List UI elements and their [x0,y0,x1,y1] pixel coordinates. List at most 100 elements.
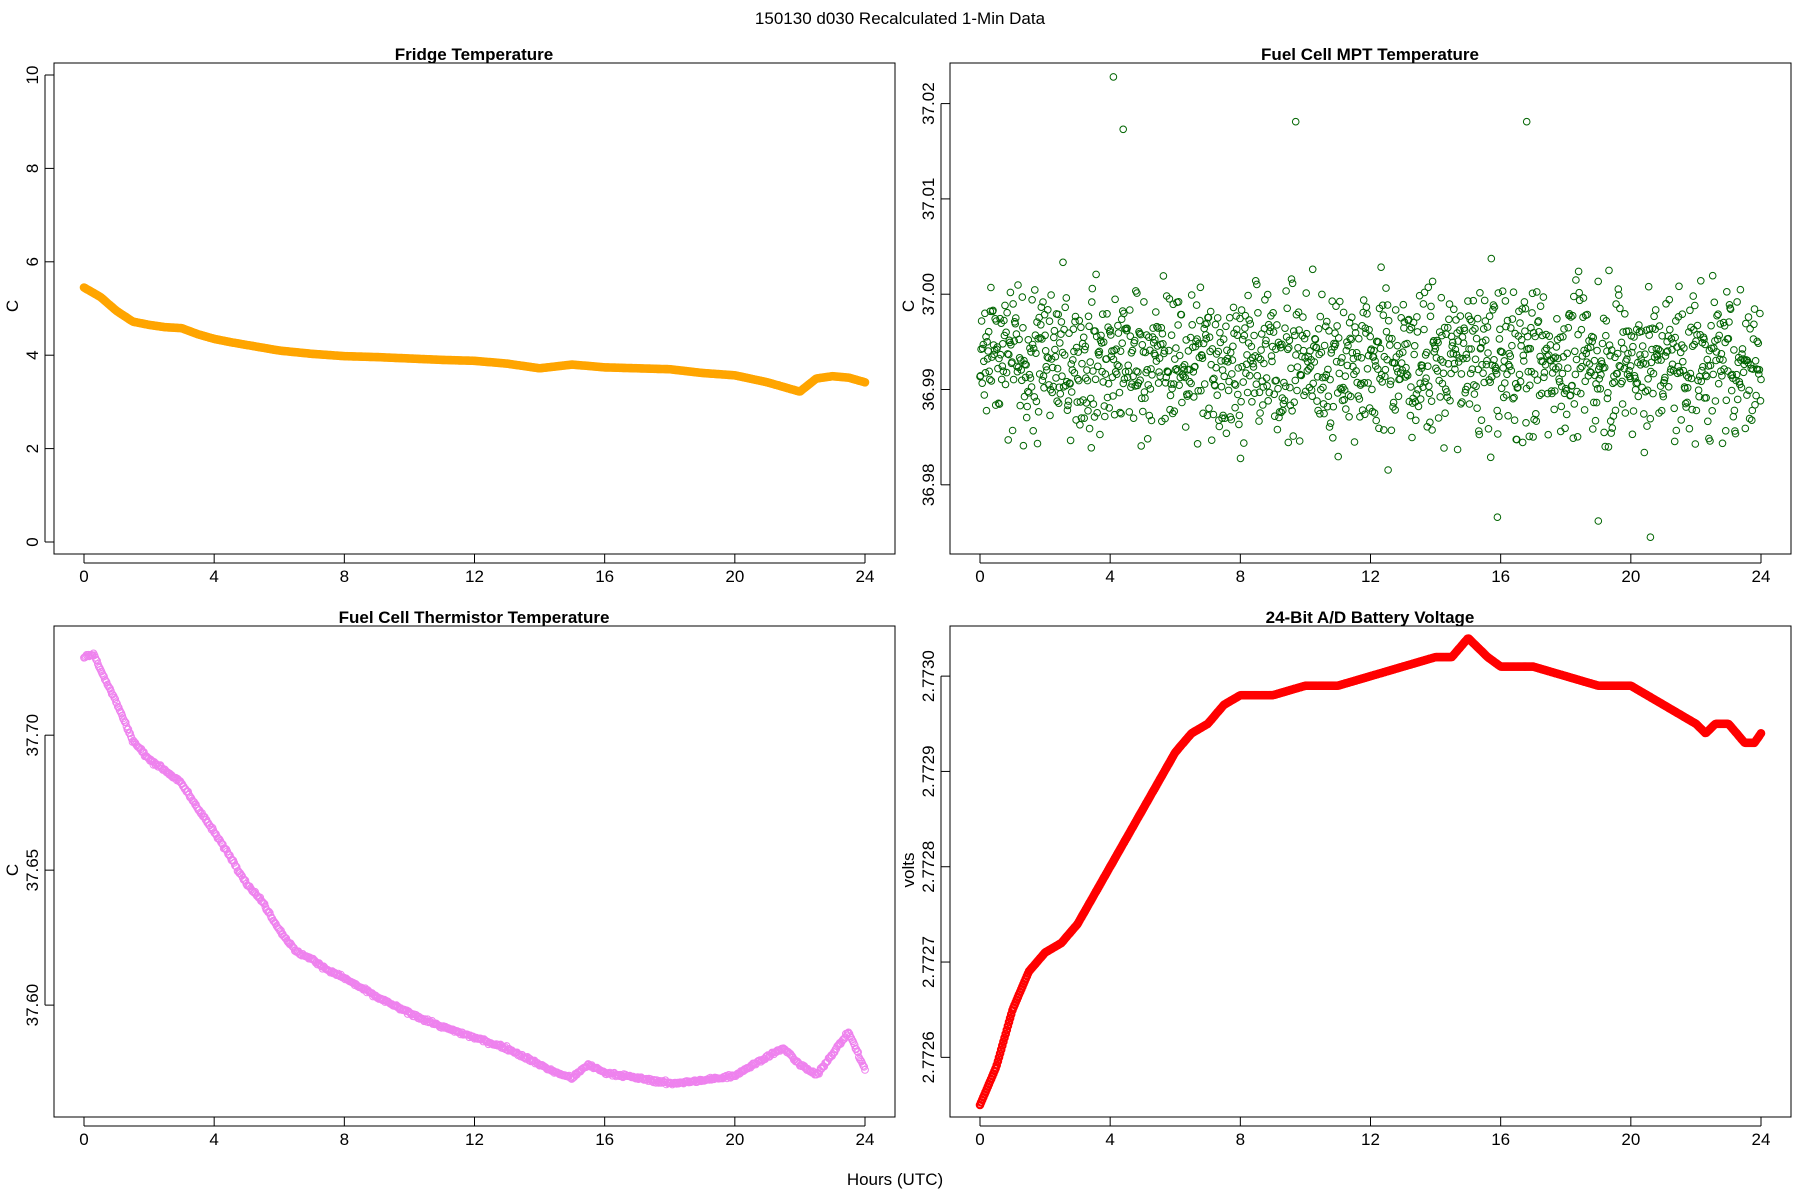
data-point [1573,387,1581,396]
data-point [1075,376,1083,385]
data-point [1185,377,1194,386]
data-point [1515,370,1524,379]
panel-fuel-cell-mpt-temperature: Fuel Cell MPT Temperature C 0 4 8 12 16 20 24 3… [899,45,1792,586]
data-point [1201,320,1209,329]
x-tick-label: 8 [1236,1130,1245,1149]
data-point [1444,360,1453,368]
data-point [1730,346,1738,354]
data-point [983,338,991,346]
data-point [1111,295,1119,304]
data-point [1638,342,1647,350]
data-point [1143,435,1152,443]
data-point [1161,414,1169,423]
data-point [1725,301,1734,309]
data-point [1363,365,1372,373]
data-point [1658,332,1666,340]
data-point [1241,324,1249,332]
data-point [1053,397,1061,406]
data-point [1338,354,1346,362]
data-point [1077,323,1085,332]
data-point [1264,397,1272,405]
data-point [1441,409,1449,418]
data-point [1673,343,1681,351]
data-point [1184,347,1193,355]
data-point [820,1062,829,1071]
panel-battery-voltage: 24-Bit A/D Battery Voltage volts 0 4 8 12 16… [899,608,1792,1149]
data-point [1312,343,1321,352]
data-point [1155,368,1163,376]
data-point [1370,346,1378,355]
data-point [1329,434,1337,442]
data-point [1175,381,1183,390]
data-point [1472,382,1480,391]
data-point [1739,355,1747,363]
data-point [995,1049,1005,1058]
data-point [1575,288,1583,297]
data-point [763,1051,772,1060]
data-point [1053,364,1062,373]
data-point [1416,379,1424,388]
data-point [1054,399,1063,408]
data-point [1688,405,1696,414]
data-point [1650,312,1658,321]
data-point [1009,300,1017,308]
data-point [1274,384,1282,393]
data-point [1223,354,1232,363]
data-point [1060,351,1069,359]
data-point [1709,370,1717,379]
y-tick-label: 2.7727 [919,936,938,988]
data-point [1539,293,1548,301]
y-tick-label: 2.7726 [919,1031,938,1083]
data-point [997,1041,1007,1050]
data-point [1137,442,1145,450]
data-point [1610,378,1619,386]
data-point [1325,423,1334,431]
data-point [1438,379,1447,388]
data-point [1449,349,1458,358]
data-point [1255,417,1263,425]
data-point [1292,310,1301,319]
data-point [1048,363,1057,372]
data-point [1677,416,1685,424]
data-point [1231,381,1240,389]
data-point [1412,416,1420,425]
data-point [1613,349,1622,358]
data-point [1562,410,1571,419]
data-point [822,1058,831,1066]
data-point [1719,318,1728,327]
data-point [1552,343,1561,351]
data-point [1707,344,1716,353]
data-point [1324,392,1333,401]
data-point [1344,341,1352,350]
data-point [1295,437,1304,445]
data-point [999,340,1007,348]
data-point [1450,359,1459,368]
data-point [1310,358,1319,366]
data-point [1685,328,1693,336]
data-point [1616,363,1625,371]
data-point [1038,376,1047,385]
data-point [1252,380,1261,389]
data-point [1144,381,1152,389]
data-point [1213,391,1221,400]
data-point [1386,380,1395,389]
data-point [258,898,267,907]
data-point [1723,288,1731,296]
data-point [1027,383,1036,391]
x-tick-label: 4 [1105,1130,1114,1149]
data-point [1269,328,1278,336]
data-point [1364,379,1372,387]
data-point [1302,289,1310,297]
data-point [1554,363,1563,371]
data-point [1536,302,1545,311]
data-point [1167,331,1176,340]
data-point [1403,371,1412,380]
data-point [853,1047,862,1056]
data-point [1305,365,1313,373]
y-tick-label: 2.7728 [919,841,938,893]
data-point [1498,287,1507,296]
data-point [1718,372,1726,380]
data-point [1224,358,1232,366]
data-point [1206,307,1215,316]
data-point [1587,332,1596,341]
